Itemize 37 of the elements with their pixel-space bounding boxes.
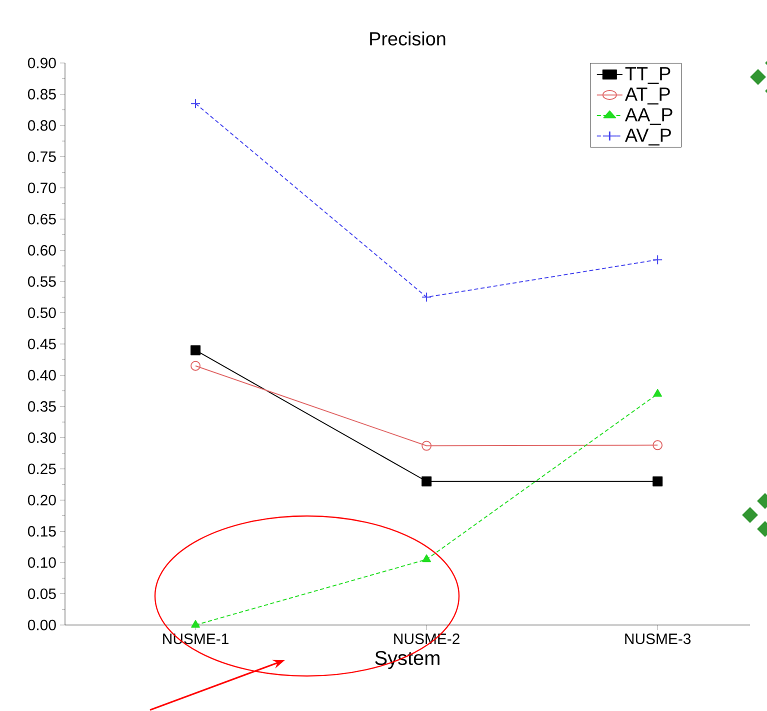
point [190,360,201,371]
point [652,440,663,450]
point [652,476,663,486]
point [422,292,432,302]
y-tick-label: 0.30 [28,432,56,443]
y-tick-label: 0.15 [28,526,56,537]
y-tick-label: 0.85 [28,88,56,100]
chart-title: Precision [370,32,446,46]
y-tick-label: 0.55 [28,276,56,287]
y-tick-label: 0.90 [28,58,56,68]
point [422,440,432,451]
point [422,554,431,562]
legend-label: TT_P [625,67,670,84]
y-tick-label: 0.75 [28,151,56,162]
y-tick-label: 0.05 [28,588,56,600]
y-tick-label: 0.20 [28,494,56,506]
legend-label: AT_P [624,88,670,104]
legend-label: AV_P [624,128,671,146]
point [191,99,200,108]
point [653,255,662,264]
y-tick-label: 0.80 [28,120,56,131]
y-tick-label: 0.35 [28,401,56,412]
y-tick-label: 0.10 [28,557,56,568]
y-tick-label: 0.60 [28,245,56,256]
y-tick-label: 0.25 [28,464,56,474]
x-tick-label: NUSME-3 [625,634,691,644]
y-tick-label: 0.65 [28,214,56,224]
legend-label: AA_P [624,108,672,125]
point [422,476,432,486]
y-tick-label: 0.70 [28,182,56,194]
y-tick-label: 0.50 [28,307,56,318]
y-tick-label: 0.40 [28,370,56,381]
point [653,388,662,397]
point [191,620,200,628]
y-tick-label: 0.45 [28,338,56,350]
point [190,345,201,356]
y-tick-label: 0.00 [28,620,56,630]
